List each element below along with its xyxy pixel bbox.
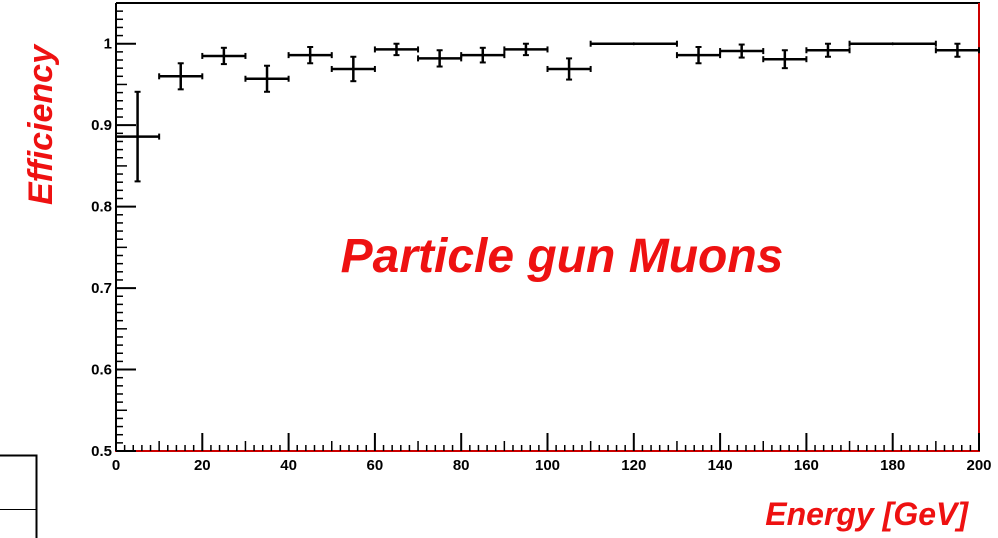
point-marker	[481, 53, 485, 57]
data-point	[848, 40, 937, 47]
x-tick-label: 0	[112, 457, 120, 474]
x-tick-label: 60	[367, 457, 384, 474]
point-marker	[567, 67, 571, 71]
data-points	[115, 40, 980, 183]
data-point	[115, 90, 161, 183]
data-point	[201, 46, 247, 66]
y-axis-label: Efficiency	[22, 43, 60, 205]
x-tick-label: 140	[708, 457, 733, 474]
x-tick-label: 100	[535, 457, 560, 474]
x-axis: 0 20 40 60 80 100 120 140 160 180 200	[112, 433, 992, 474]
data-point	[417, 49, 463, 68]
x-tick-label: 160	[794, 457, 819, 474]
x-tick-label: 20	[194, 457, 211, 474]
data-point	[287, 45, 333, 65]
data-point	[503, 42, 549, 57]
point-marker	[351, 67, 355, 71]
y-tick-label: 0.5	[91, 443, 112, 460]
y-tick-label: 0.9	[91, 117, 112, 134]
point-marker	[179, 74, 183, 78]
point-marker	[740, 49, 744, 53]
y-tick-label: 0.7	[91, 280, 112, 297]
data-point	[589, 40, 678, 47]
x-tick-label: 180	[880, 457, 905, 474]
data-point	[546, 57, 592, 81]
point-marker	[632, 42, 636, 46]
point-marker	[783, 57, 787, 61]
point-marker	[308, 53, 312, 57]
point-marker	[222, 54, 226, 58]
data-point	[675, 45, 722, 65]
point-marker	[136, 135, 140, 139]
y-tick-label: 0.6	[91, 362, 112, 379]
y-tick-label: 1	[104, 36, 112, 53]
point-marker	[891, 42, 895, 46]
cropped-neighbor-box	[0, 454, 38, 538]
x-axis-label: Energy [GeV]	[765, 496, 969, 532]
x-tick-label: 40	[280, 457, 297, 474]
data-point	[719, 43, 765, 59]
data-point	[158, 62, 204, 91]
data-point	[762, 49, 808, 70]
data-point	[330, 55, 376, 83]
data-point	[460, 46, 506, 64]
data-point	[244, 64, 290, 93]
x-tick-label: 80	[453, 457, 470, 474]
annotation-text: Particle gun Muons	[341, 230, 784, 283]
x-tick-label: 200	[966, 457, 991, 474]
data-point	[934, 42, 980, 58]
point-marker	[697, 53, 701, 57]
point-marker	[394, 47, 398, 51]
y-tick-label: 0.8	[91, 199, 112, 216]
point-marker	[955, 48, 959, 52]
point-marker	[524, 47, 528, 51]
x-tick-label: 120	[621, 457, 646, 474]
point-marker	[826, 48, 830, 52]
data-point	[373, 42, 420, 57]
point-marker	[265, 77, 269, 81]
y-axis: 0.5 0.6 0.7 0.8 0.9 1	[91, 2, 136, 460]
point-marker	[438, 56, 442, 60]
data-point	[805, 42, 851, 58]
